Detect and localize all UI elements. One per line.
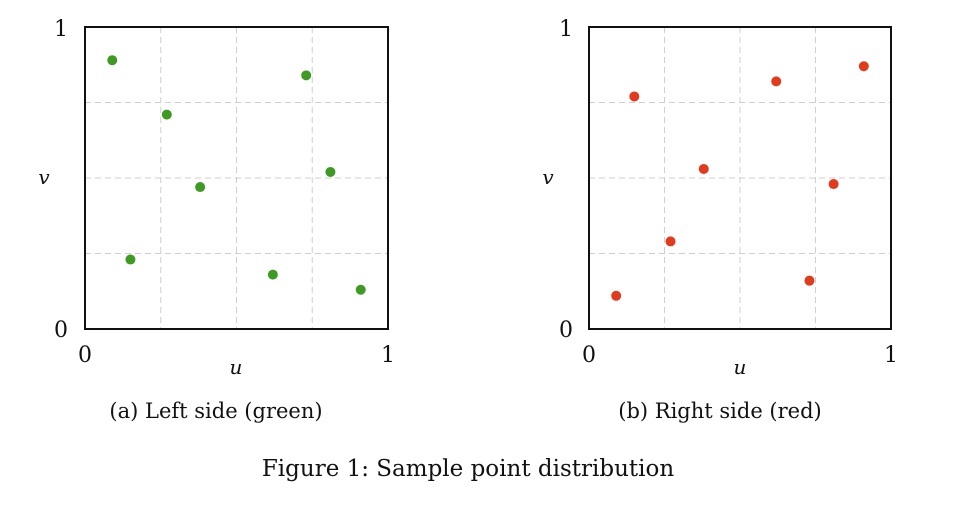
panel-b-grid (589, 27, 891, 329)
panel-a-ytick-min: 0 (54, 318, 68, 343)
panel-b-point-5 (771, 76, 782, 87)
panel-b-point-6 (828, 179, 839, 190)
panel-a-point-7 (325, 166, 336, 177)
panel-b: 1 0 0 1 v u (b) Right side (red) (542, 17, 898, 423)
panel-b-xtick-max: 1 (884, 343, 898, 368)
panel-a-point-6 (301, 70, 312, 81)
panel-b-xlabel: u (734, 355, 747, 379)
panel-a-plot-frame (84, 26, 389, 330)
panel-a-caption: (a) Left side (green) (109, 399, 322, 423)
panel-a-xlabel: u (230, 355, 243, 379)
panel-b-point-7 (804, 275, 815, 286)
panel-b-ytick-max: 1 (559, 17, 573, 42)
panel-a: 1 0 0 1 v u (a) Left side (green) (38, 17, 395, 423)
panel-a-point-8 (355, 284, 366, 295)
panel-a-xtick-min: 0 (78, 343, 92, 368)
panel-a-point-2 (161, 109, 172, 120)
panel-b-points (611, 61, 869, 301)
panel-b-point-3 (665, 236, 676, 247)
panel-a-xtick-max: 1 (381, 343, 395, 368)
panel-a-ylabel: v (38, 165, 50, 189)
panel-b-point-2 (698, 163, 709, 174)
panel-b-point-4 (611, 290, 622, 301)
panel-a-grid (85, 27, 388, 329)
panel-a-point-1 (107, 55, 118, 66)
panel-b-point-1 (629, 91, 640, 102)
panel-a-points (107, 55, 366, 295)
panel-a-point-5 (267, 269, 278, 280)
panel-a-ytick-max: 1 (54, 17, 68, 42)
panel-b-caption: (b) Right side (red) (618, 399, 821, 423)
panel-b-ytick-min: 0 (559, 318, 573, 343)
panel-b-point-8 (858, 61, 869, 72)
panel-a-point-4 (125, 254, 136, 265)
panel-b-plot-frame (588, 26, 892, 330)
panel-b-xtick-min: 0 (582, 343, 596, 368)
figure-caption: Figure 1: Sample point distribution (262, 456, 674, 482)
panel-a-point-3 (195, 182, 206, 193)
panel-b-ylabel: v (542, 165, 554, 189)
